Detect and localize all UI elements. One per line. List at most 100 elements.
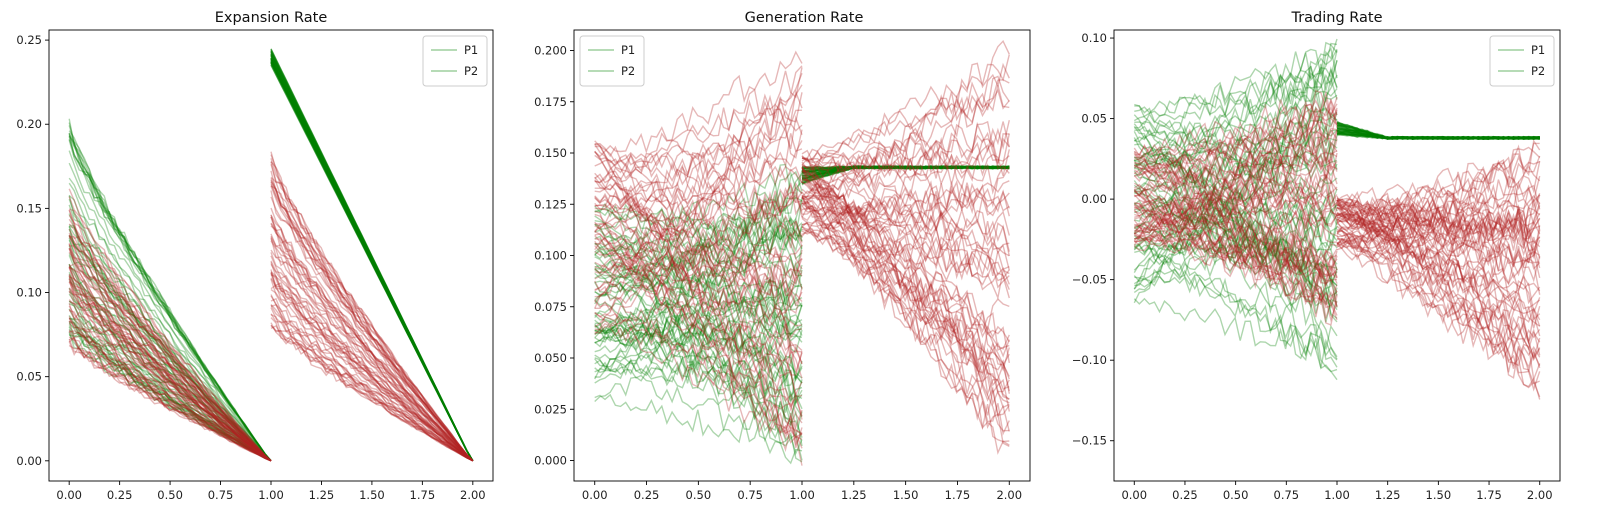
series-line-p1 [801, 165, 1010, 180]
series-line-p2 [68, 266, 272, 462]
series-line-p2 [1133, 182, 1338, 272]
series-line-p2 [1336, 138, 1541, 251]
series-line-p2 [1336, 199, 1541, 265]
series-line-p2 [270, 240, 474, 462]
series-line-p1 [270, 59, 474, 462]
series-line-p2 [1134, 109, 1338, 197]
series-line-p2 [270, 324, 474, 462]
series-line-p1 [1336, 130, 1540, 140]
series-line-p2 [270, 262, 474, 462]
series-line-p2 [68, 234, 272, 462]
series-line-p1 [801, 165, 1010, 171]
y-tick-label: 0.125 [534, 197, 567, 211]
series-line-p2 [594, 151, 803, 398]
series-line-p1 [801, 165, 1010, 173]
y-tick-label: 0.25 [16, 33, 42, 47]
legend-box [579, 35, 645, 87]
series-line-p2 [1133, 223, 1338, 307]
series-line-p1 [270, 64, 474, 462]
series-line-p1 [801, 165, 1010, 170]
series-line-p2 [68, 196, 272, 462]
series-line-p2 [1336, 212, 1541, 271]
series-line-p2 [594, 311, 803, 368]
series-line-p1 [801, 165, 1010, 174]
series-line-p1 [69, 224, 272, 462]
series-line-p1 [801, 165, 1010, 172]
series-line-p1 [1134, 167, 1338, 296]
series-line-p2 [1336, 208, 1540, 242]
series-line-p2 [69, 330, 272, 462]
series-line-p1 [270, 61, 474, 462]
series-line-p1 [801, 165, 1010, 179]
series-line-p2 [801, 155, 1010, 282]
series-line-p1 [1336, 122, 1540, 141]
series-line-p1 [1336, 133, 1540, 140]
series-line-p1 [1336, 122, 1540, 140]
series-line-p1 [270, 49, 474, 462]
series-line-p1 [68, 237, 272, 462]
series-line-p2 [1134, 194, 1338, 268]
series-line-p2 [801, 137, 1010, 177]
series-line-p2 [1133, 99, 1338, 192]
series-line-p1 [270, 48, 474, 462]
series-line-p2 [1336, 208, 1541, 248]
y-tick-label: 0.100 [534, 249, 567, 263]
y-tick-label: 0.05 [16, 370, 42, 384]
series-line-p2 [68, 266, 272, 462]
series-line-p1 [594, 251, 803, 382]
x-tick-label: 1.50 [359, 488, 385, 502]
series-line-p1 [68, 135, 272, 462]
series-line-p1 [594, 358, 803, 402]
series-line-p1 [594, 359, 803, 427]
series-line-p2 [68, 236, 272, 462]
series-line-p1 [594, 285, 803, 374]
series-line-p2 [594, 92, 803, 158]
series-line-p2 [1336, 206, 1541, 260]
series-line-p2 [270, 185, 474, 462]
series-line-p1 [1133, 90, 1338, 230]
series-line-p1 [68, 265, 272, 462]
series-line-p2 [270, 271, 474, 462]
series-line-p1 [594, 215, 803, 398]
series-line-p1 [1133, 125, 1338, 308]
series-line-p2 [594, 142, 803, 247]
series-line-p1 [1336, 121, 1540, 140]
series-line-p2 [594, 312, 803, 453]
series-line-p1 [270, 58, 474, 462]
series-line-p2 [68, 305, 272, 462]
series-line-p1 [68, 323, 272, 462]
series-line-p1 [270, 62, 474, 462]
y-tick-label: 0.20 [16, 117, 42, 131]
y-axis: 0.00 0.05 0.10 0.15 0.20 0.25 [16, 33, 49, 468]
series-line-p2 [801, 196, 1010, 436]
series-line-p1 [68, 272, 272, 462]
series-line-p1 [801, 165, 1010, 171]
series-line-p2 [270, 322, 474, 462]
series-line-p2 [1134, 152, 1338, 185]
series-line-p1 [801, 165, 1010, 170]
series-line-p2 [1336, 155, 1540, 219]
series-line-p1 [1134, 225, 1338, 287]
series-line-p2 [1336, 199, 1540, 385]
series-line-p1 [68, 162, 272, 462]
series-line-p2 [1336, 202, 1541, 236]
series-line-p1 [1134, 119, 1338, 159]
series-line-p2 [594, 122, 803, 292]
series-line-p1 [270, 62, 474, 462]
series-line-p1 [270, 49, 474, 462]
series-line-p1 [594, 268, 803, 404]
series-line-p1 [68, 253, 272, 462]
series-line-p1 [594, 281, 803, 456]
series-line-p2 [1336, 199, 1541, 263]
series-line-p1 [801, 165, 1010, 179]
series-line-p1 [594, 214, 803, 256]
series-line-p2 [1336, 197, 1541, 252]
series-line-p2 [270, 274, 474, 462]
y-tick-label: 0.025 [534, 402, 567, 416]
series-line-p1 [801, 165, 1010, 180]
series-p2 [1133, 89, 1541, 400]
series-line-p1 [68, 177, 272, 462]
series-line-p2 [1336, 230, 1541, 367]
series-line-p2 [594, 72, 803, 335]
series-line-p1 [594, 357, 803, 465]
